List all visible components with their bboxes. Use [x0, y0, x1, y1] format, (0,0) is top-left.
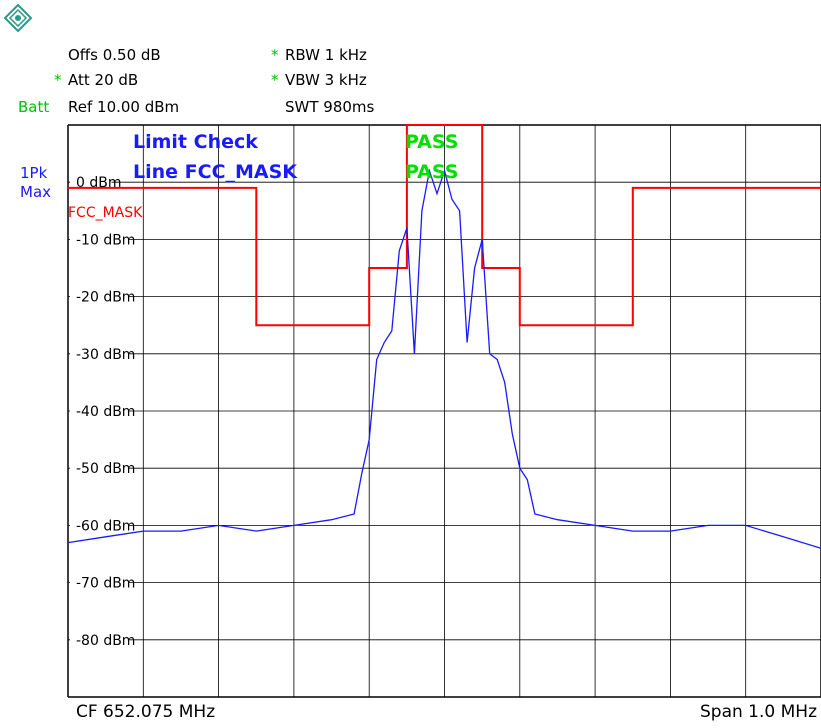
- y-tick-label: -10 dBm: [76, 232, 135, 248]
- limit-check-title: Limit Check: [133, 131, 258, 153]
- att-star: *: [54, 71, 62, 89]
- vbw-label: VBW 3 kHz: [285, 71, 367, 89]
- rohde-schwarz-logo-icon: [4, 4, 32, 32]
- trace-line: [67, 168, 821, 549]
- tick-label-bg: [70, 516, 129, 535]
- center-frequency-label: CF 652.075 MHz: [76, 702, 216, 722]
- tick-label-bg: [70, 230, 129, 249]
- trace-mode-line2: Max: [20, 183, 52, 201]
- y-tick-label: -70 dBm: [76, 576, 135, 592]
- tick-label-bg: [70, 287, 129, 306]
- tick-label-bg: [70, 402, 129, 420]
- offset-label: Offs 0.50 dB: [68, 46, 161, 64]
- reference-level-label: Ref 10.00 dBm: [68, 98, 180, 116]
- rbw-label: RBW 1 kHz: [285, 46, 367, 64]
- limit-result-2: PASS: [405, 161, 459, 183]
- attenuation-label: Att 20 dB: [68, 71, 139, 89]
- y-tick-label: -80 dBm: [76, 633, 135, 649]
- tick-label-bg: [70, 630, 129, 649]
- y-tick-label: -20 dBm: [76, 290, 135, 306]
- mask-line: [68, 124, 821, 327]
- mask-name-label: FCC_MASK: [68, 205, 143, 221]
- battery-indicator: Batt: [18, 98, 50, 116]
- limit-result-1: PASS: [405, 131, 459, 153]
- limit-line-label: Line FCC_MASK: [133, 161, 298, 183]
- y-tick-label: -50 dBm: [76, 461, 135, 477]
- y-tick-label: -40 dBm: [76, 404, 135, 420]
- plot-grid: [67, 124, 821, 698]
- sweep-time-label: SWT 980ms: [285, 98, 375, 116]
- trace-series: [67, 168, 821, 549]
- tick-label-bg: [70, 173, 112, 192]
- rbw-star: *: [271, 46, 279, 64]
- tick-label-bg: [70, 344, 129, 363]
- tick-label-bg: [70, 459, 129, 478]
- trace-mode-line1: 1Pk: [20, 164, 48, 182]
- span-label: Span 1.0 MHz: [700, 702, 817, 722]
- tick-label-bg: [70, 573, 129, 592]
- vbw-star: *: [271, 71, 279, 89]
- fcc-mask-series: [68, 124, 821, 327]
- y-tick-label: -60 dBm: [76, 518, 135, 534]
- y-tick-labels: 0 dBm-10 dBm-20 dBm-30 dBm-40 dBm-50 dBm…: [70, 173, 135, 649]
- y-tick-label: -30 dBm: [76, 347, 135, 363]
